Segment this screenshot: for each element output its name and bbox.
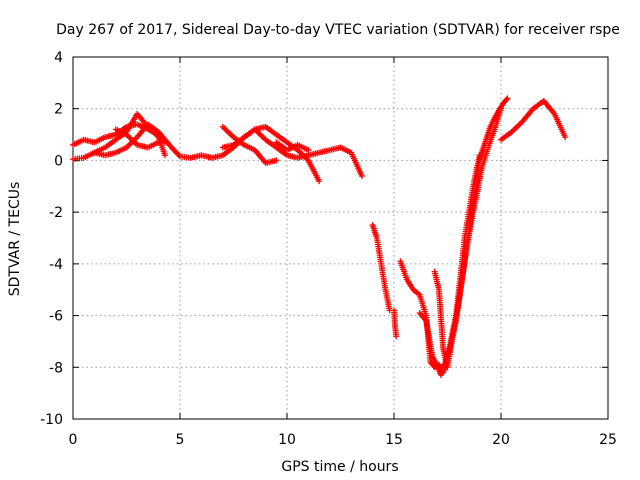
data-point-marker <box>305 147 312 154</box>
data-point-marker <box>273 157 280 164</box>
data-point-marker <box>155 139 162 146</box>
series-G <box>273 139 312 154</box>
x-tick-label: 5 <box>176 432 185 448</box>
x-axis: 0 5 10 15 20 25 <box>69 57 617 448</box>
y-tick-label: 0 <box>54 153 63 169</box>
data-point-marker <box>316 178 323 185</box>
data-marks <box>70 95 569 379</box>
series-E <box>219 123 280 167</box>
series-I <box>391 307 400 340</box>
data-point-marker <box>562 134 569 141</box>
y-axis-label: SDTVAR / TECUs <box>7 182 23 297</box>
y-tick-label: -4 <box>49 257 63 273</box>
x-tick-label: 10 <box>278 432 296 448</box>
y-tick-label: -2 <box>49 205 63 221</box>
x-tick-label: 0 <box>69 432 78 448</box>
series-L <box>431 105 504 371</box>
grid <box>73 57 608 419</box>
x-tick-label: 25 <box>599 432 617 448</box>
data-point-marker <box>476 152 483 159</box>
plot-frame <box>72 56 609 420</box>
y-axis: -10 -8 -6 -4 -2 0 2 4 <box>40 50 608 428</box>
y-tick-label: -6 <box>49 309 63 325</box>
x-axis-label: GPS time / hours <box>281 459 398 475</box>
y-tick-label: 2 <box>54 102 63 118</box>
data-point-marker <box>393 333 400 340</box>
y-tick-label: 4 <box>54 50 63 66</box>
data-point-marker <box>358 172 365 179</box>
series-H <box>369 222 393 314</box>
data-point-marker <box>162 152 169 159</box>
y-tick-label: -10 <box>40 412 63 428</box>
x-tick-label: 15 <box>385 432 403 448</box>
data-point-marker <box>504 95 511 102</box>
chart-title: Day 267 of 2017, Sidereal Day-to-day VTE… <box>56 22 620 38</box>
series-F <box>219 123 323 185</box>
data-point-marker <box>503 96 510 103</box>
series-M <box>498 97 569 143</box>
y-tick-label: -8 <box>49 360 63 376</box>
series-D <box>112 126 162 151</box>
x-tick-label: 20 <box>492 432 510 448</box>
series-B <box>70 121 365 179</box>
data-point-marker <box>498 105 504 112</box>
